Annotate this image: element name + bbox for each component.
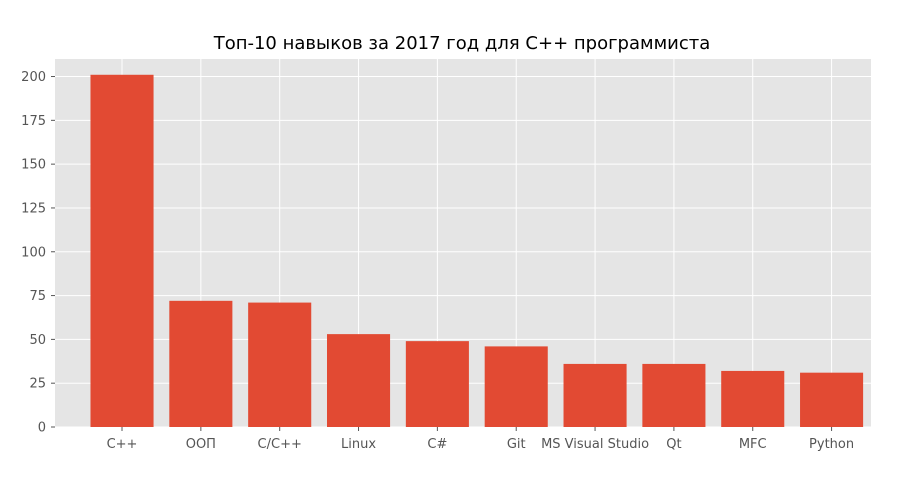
x-tick-label: MS Visual Studio <box>541 437 649 452</box>
y-tick-label: 175 <box>21 114 46 129</box>
bar-4 <box>405 341 469 427</box>
y-tick-label: 200 <box>21 70 46 85</box>
x-tick-label: Qt <box>666 437 681 452</box>
x-tick-label: Linux <box>341 437 376 452</box>
x-axis: C++ ООП C/C++ Linux C# Git MS Visual Studio Qt M… <box>107 427 854 452</box>
x-tick-label: MFC <box>739 437 767 452</box>
y-tick-label: 25 <box>29 377 46 392</box>
y-tick-label: 0 <box>38 421 46 436</box>
y-tick-label: 75 <box>29 289 46 304</box>
bar-0 <box>90 74 154 428</box>
chart-title: Топ-10 навыков за 2017 год для C++ прогр… <box>213 33 711 54</box>
bar-9 <box>800 372 864 427</box>
x-tick-label: C/C++ <box>258 437 302 452</box>
bar-1 <box>169 300 233 427</box>
bar-5 <box>484 346 548 427</box>
y-tick-label: 125 <box>21 201 46 216</box>
x-tick-label: Python <box>809 437 854 452</box>
bars <box>90 74 864 428</box>
y-tick-label: 50 <box>29 333 46 348</box>
bar-6 <box>563 363 627 427</box>
bar-8 <box>721 370 785 427</box>
y-tick-label: 100 <box>21 245 46 260</box>
x-tick-label: C++ <box>107 437 138 452</box>
bar-3 <box>327 334 391 427</box>
x-tick-label: C# <box>427 437 447 452</box>
bar-2 <box>248 302 312 427</box>
x-tick-label: Git <box>507 437 526 452</box>
x-tick-label: ООП <box>186 437 216 452</box>
bar-7 <box>642 363 706 427</box>
y-tick-label: 150 <box>21 158 46 173</box>
y-axis: 0 25 50 75 100 125 150 175 200 <box>21 70 55 436</box>
